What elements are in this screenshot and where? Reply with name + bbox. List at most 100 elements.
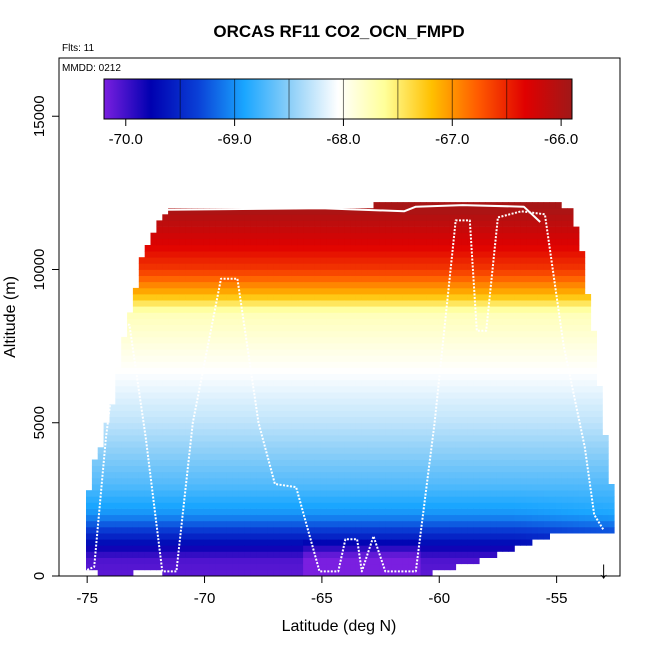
heat-cell bbox=[226, 386, 234, 393]
heat-cell bbox=[303, 508, 310, 516]
heat-cell bbox=[132, 404, 140, 411]
heat-cell bbox=[320, 214, 327, 221]
heat-cell bbox=[508, 404, 515, 411]
heat-cell bbox=[555, 453, 562, 460]
heat-cell bbox=[144, 312, 151, 319]
heat-cell bbox=[262, 471, 269, 479]
heat-cell bbox=[385, 294, 392, 301]
heat-cell bbox=[367, 569, 374, 576]
heat-cell bbox=[127, 477, 134, 485]
heat-cell bbox=[537, 508, 545, 516]
heat-cell bbox=[414, 355, 421, 362]
heat-cell bbox=[267, 416, 275, 424]
heat-cell bbox=[203, 238, 210, 246]
heat-cell bbox=[344, 404, 351, 411]
heat-cell bbox=[502, 539, 509, 546]
heat-cell bbox=[320, 484, 327, 491]
heat-cell bbox=[326, 343, 333, 350]
heat-cell bbox=[338, 539, 345, 546]
heat-cell bbox=[156, 269, 163, 276]
heat-cell bbox=[514, 471, 521, 479]
heat-cell bbox=[502, 453, 509, 460]
heat-cell bbox=[279, 238, 286, 246]
heat-cell bbox=[549, 514, 556, 522]
heat-cell bbox=[426, 465, 433, 473]
heat-cell bbox=[350, 398, 357, 405]
heat-cell bbox=[385, 533, 392, 540]
heat-cell bbox=[332, 539, 339, 546]
heat-cell bbox=[573, 373, 580, 381]
heat-cell bbox=[203, 367, 210, 375]
heat-cell bbox=[185, 386, 193, 393]
heat-cell bbox=[221, 459, 228, 466]
heat-cell bbox=[514, 428, 521, 436]
heat-cell bbox=[314, 551, 322, 558]
heat-cell bbox=[391, 324, 398, 332]
heat-cell bbox=[209, 238, 216, 246]
heat-cell bbox=[461, 490, 468, 497]
heat-cell bbox=[279, 281, 286, 289]
heat-cell bbox=[174, 520, 181, 528]
heat-cell bbox=[238, 490, 245, 497]
heat-cell bbox=[273, 373, 281, 381]
heat-cell bbox=[596, 435, 603, 442]
heat-cell bbox=[344, 312, 351, 319]
heat-cell bbox=[132, 324, 140, 332]
heat-cell bbox=[174, 447, 181, 454]
heat-cell bbox=[109, 490, 116, 497]
heat-cell bbox=[238, 245, 245, 252]
heat-cell bbox=[397, 312, 404, 319]
heat-cell bbox=[326, 447, 333, 454]
heat-cell bbox=[414, 508, 421, 516]
heat-cell bbox=[555, 392, 562, 399]
heat-cell bbox=[138, 557, 146, 565]
heat-cell bbox=[344, 318, 351, 325]
heat-cell bbox=[514, 490, 521, 497]
heat-cell bbox=[567, 214, 574, 221]
heat-cell bbox=[203, 465, 210, 473]
heat-cell bbox=[537, 398, 545, 405]
heat-cell bbox=[232, 257, 239, 264]
heat-cell bbox=[168, 563, 175, 571]
heat-cell bbox=[473, 355, 480, 362]
heat-cell bbox=[303, 238, 310, 246]
heat-cell bbox=[490, 508, 498, 516]
heat-cell bbox=[121, 379, 128, 387]
heat-cell bbox=[438, 226, 445, 234]
heat-cell bbox=[209, 349, 216, 356]
heat-cell bbox=[402, 465, 410, 473]
heat-cell bbox=[232, 404, 239, 411]
heat-cell bbox=[238, 398, 245, 405]
heat-cell bbox=[455, 508, 462, 516]
heat-cell bbox=[385, 569, 392, 576]
heat-cell bbox=[232, 496, 239, 503]
heat-cell bbox=[555, 232, 562, 240]
heat-cell bbox=[526, 306, 533, 313]
heat-cell bbox=[174, 257, 181, 264]
heat-cell bbox=[291, 226, 298, 234]
heat-cell bbox=[543, 208, 550, 215]
heat-cell bbox=[555, 527, 562, 534]
heat-cell bbox=[461, 435, 468, 442]
heat-cell bbox=[602, 447, 609, 454]
heat-cell bbox=[514, 343, 521, 350]
heat-cell bbox=[355, 281, 363, 289]
heat-cell bbox=[250, 373, 257, 381]
heat-cell bbox=[578, 508, 586, 516]
heat-cell bbox=[179, 527, 187, 534]
heat-cell bbox=[461, 465, 468, 473]
heat-cell bbox=[226, 306, 234, 313]
heat-cell bbox=[115, 422, 122, 430]
heat-cell bbox=[584, 312, 592, 319]
heat-cell bbox=[537, 514, 545, 522]
heat-cell bbox=[449, 545, 457, 552]
heat-cell bbox=[309, 324, 316, 332]
heat-cell bbox=[250, 263, 257, 270]
heat-cell bbox=[244, 520, 251, 528]
heat-cell bbox=[309, 355, 316, 362]
heat-cell bbox=[561, 453, 568, 460]
heat-cell bbox=[332, 269, 339, 276]
heat-cell bbox=[596, 477, 603, 485]
heat-cell bbox=[215, 545, 222, 552]
heat-cell bbox=[256, 281, 263, 289]
